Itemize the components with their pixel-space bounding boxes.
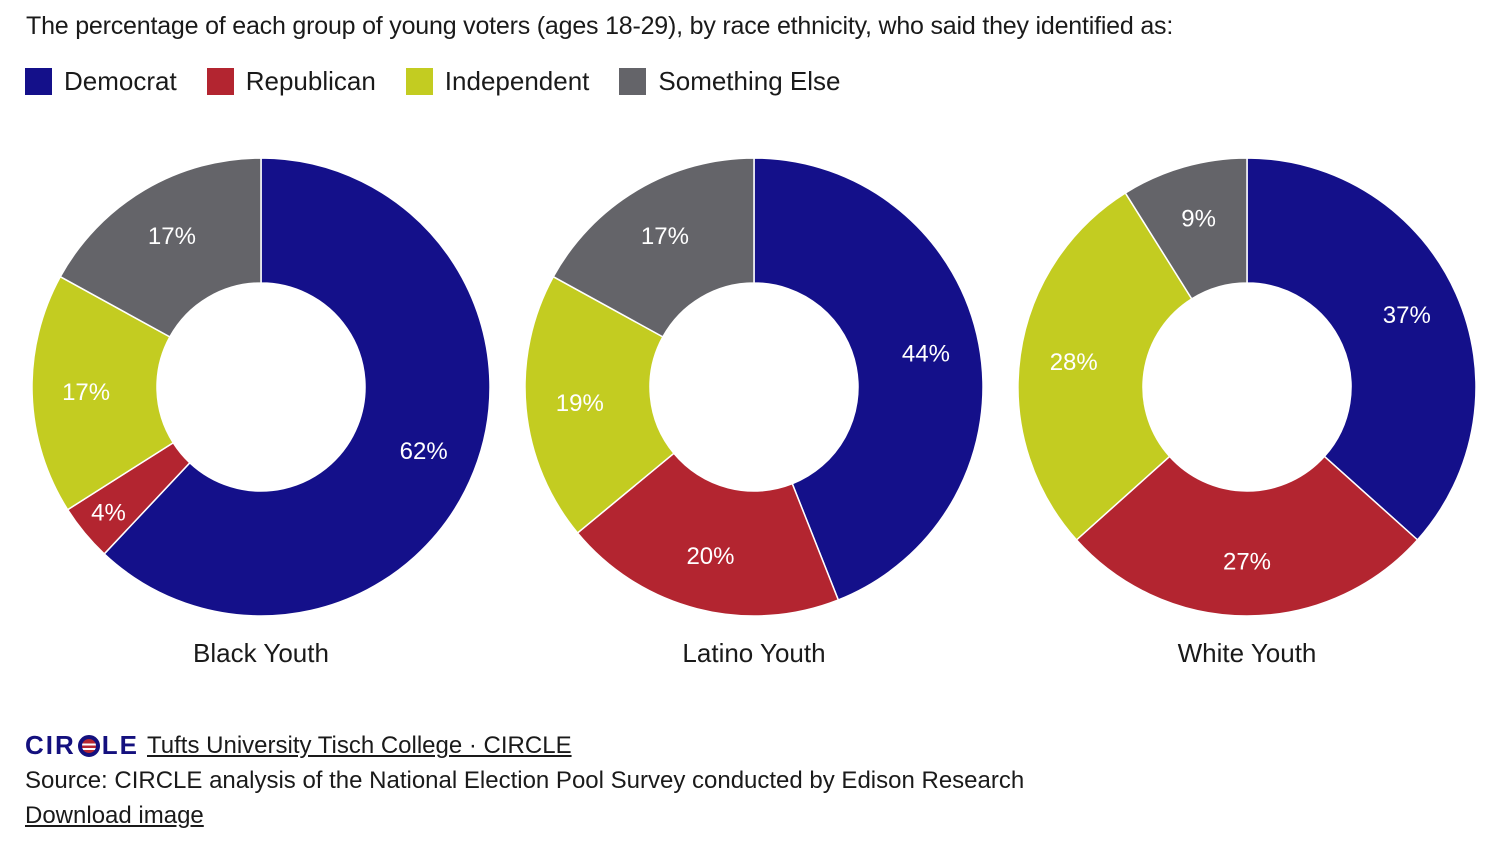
chart-caption-white-youth: White Youth — [1178, 638, 1317, 668]
legend-label-independent: Independent — [444, 66, 590, 96]
slice-black-youth-democrat — [103, 157, 491, 617]
donut-latino-youth: 44% 20% 19% 17% Latino Youth — [524, 157, 984, 668]
data-label-white-youth-democrat: 37% — [1383, 302, 1431, 329]
legend-item-something-else: Something Else — [619, 66, 841, 97]
legend-label-something-else: Something Else — [658, 66, 841, 96]
legend-swatch-republican — [206, 68, 234, 95]
chart-caption-latino-youth: Latino Youth — [682, 638, 825, 668]
slice-black-youth-independent — [31, 275, 175, 511]
legend-label-republican: Republican — [245, 66, 376, 96]
data-label-latino-youth-something-else: 17% — [641, 223, 689, 250]
data-label-black-youth-democrat: 62% — [400, 438, 448, 465]
slice-white-youth-democrat — [1246, 157, 1477, 541]
data-label-black-youth-something-else: 17% — [148, 223, 196, 250]
data-label-latino-youth-republican: 20% — [686, 543, 734, 570]
data-label-black-youth-republican: 4% — [91, 500, 126, 527]
slice-latino-youth-something-else — [552, 157, 755, 338]
logo-text-right: LE — [101, 730, 140, 760]
circle-logo[interactable]: CIR LE — [25, 728, 139, 763]
data-label-white-youth-independent: 28% — [1050, 349, 1098, 376]
data-label-latino-youth-democrat: 44% — [902, 341, 950, 368]
org-link[interactable]: Tufts University Tisch College · CIRCLE — [147, 732, 572, 759]
flag-circle-icon — [77, 734, 100, 757]
slice-black-youth-something-else — [59, 157, 262, 338]
legend-item-independent: Independent — [405, 66, 590, 97]
legend-swatch-democrat — [25, 68, 52, 95]
legend-swatch-independent — [405, 68, 433, 95]
slice-latino-youth-independent — [524, 275, 675, 535]
data-label-latino-youth-independent: 19% — [556, 390, 604, 417]
slice-latino-youth-republican — [576, 452, 840, 617]
footer: CIR LE Tufts University Tisch College · … — [25, 728, 1024, 833]
logo-text-left: CIR — [25, 730, 76, 760]
chart-caption-black-youth: Black Youth — [193, 638, 329, 668]
source-note: Source: CIRCLE analysis of the National … — [25, 767, 1025, 794]
legend-item-democrat: Democrat — [25, 66, 177, 97]
slice-white-youth-something-else — [1124, 157, 1248, 300]
legend: Democrat Republican Independent Somethin… — [25, 66, 871, 97]
data-label-black-youth-independent: 17% — [62, 379, 110, 406]
data-label-white-youth-something-else: 9% — [1181, 205, 1216, 232]
legend-item-republican: Republican — [206, 66, 376, 97]
download-image-link[interactable]: Download image — [25, 802, 204, 829]
slice-white-youth-republican — [1075, 455, 1419, 617]
legend-swatch-something-else — [619, 68, 647, 95]
donut-charts: 62% 4% 17% 17% Black Youth 44% 20% 19% 17% Latin… — [31, 157, 1477, 668]
slice-latino-youth-democrat — [753, 157, 984, 601]
donut-white-youth: 37% 27% 28% 9% White Youth — [1017, 157, 1477, 668]
slice-white-youth-independent — [1017, 191, 1193, 541]
chart-title: The percentage of each group of young vo… — [26, 12, 1174, 40]
donut-black-youth: 62% 4% 17% 17% Black Youth — [31, 157, 491, 668]
data-label-white-youth-republican: 27% — [1223, 549, 1271, 576]
legend-label-democrat: Democrat — [64, 66, 177, 96]
